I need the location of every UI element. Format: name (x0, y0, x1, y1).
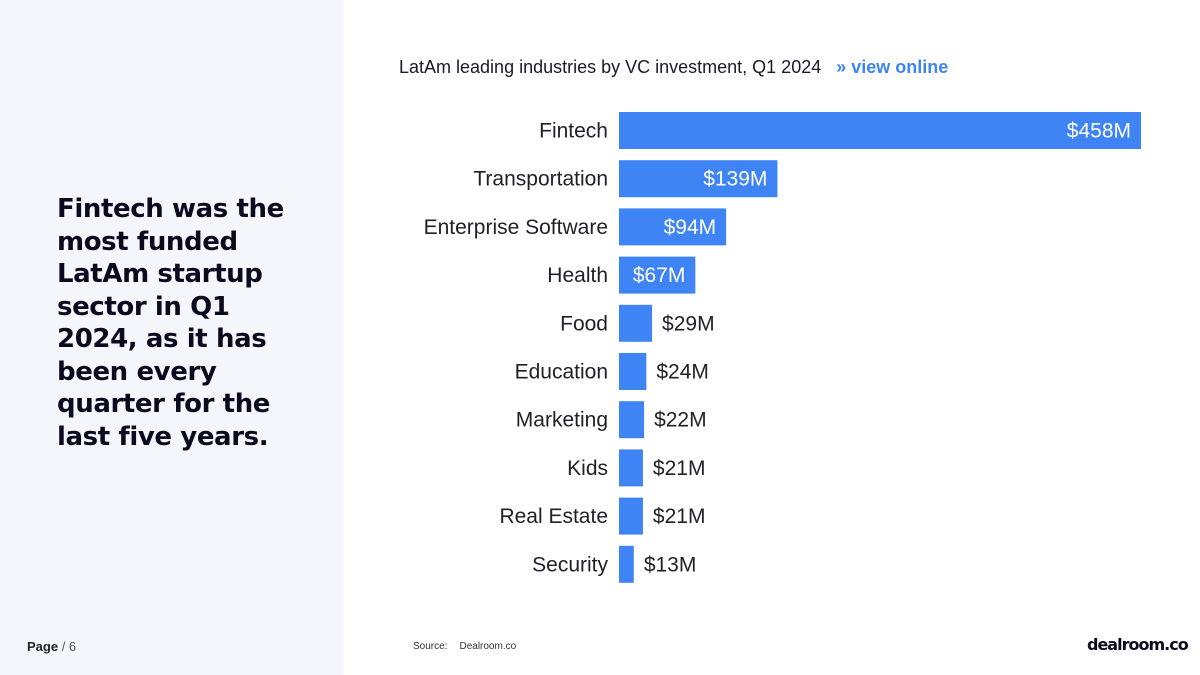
page-number: 6 (68, 639, 77, 654)
bar (619, 304, 653, 342)
value-label: $458M (1067, 120, 1131, 143)
bar (619, 256, 696, 294)
page-indicator: Page / 6 (27, 639, 76, 654)
source-line: Source: Dealroom.co (413, 641, 516, 652)
bar (619, 353, 647, 390)
category-label: Education (515, 361, 608, 384)
bar (619, 112, 1141, 149)
value-label: $24M (656, 361, 709, 384)
bar (619, 545, 634, 583)
value-label: $67M (633, 264, 686, 287)
value-label: $29M (662, 312, 715, 335)
bar (619, 208, 727, 246)
value-label: $139M (703, 168, 767, 191)
bar (619, 449, 643, 487)
value-label: $21M (653, 457, 706, 480)
brand-logo: dealroom.co (1087, 635, 1189, 654)
category-label: Marketing (516, 409, 608, 432)
value-label: $21M (653, 505, 706, 528)
value-label: $13M (644, 553, 697, 576)
view-online-link[interactable]: » view online (836, 57, 949, 77)
chart-title-row: LatAm leading industries by VC investmen… (399, 57, 948, 78)
chart-title: LatAm leading industries by VC investmen… (399, 57, 822, 77)
page-label: Page (27, 639, 59, 654)
value-label: $22M (654, 409, 707, 432)
category-label: Transportation (473, 168, 608, 191)
category-label: Fintech (539, 120, 608, 143)
bar (619, 401, 645, 439)
source-label: Source: (413, 641, 448, 652)
bar (619, 160, 778, 198)
headline: Fintech was the most funded LatAm startu… (57, 194, 284, 452)
value-label: $94M (664, 216, 717, 239)
page-separator: / (58, 639, 69, 654)
category-label: Food (560, 312, 608, 335)
category-label: Kids (567, 457, 608, 480)
category-label: Real Estate (499, 505, 608, 528)
source-value: Dealroom.co (459, 641, 517, 652)
category-label: Health (547, 264, 608, 287)
left-panel: Fintech was the most funded LatAm startu… (0, 0, 343, 675)
category-label: Enterprise Software (424, 216, 608, 239)
category-label: Security (532, 553, 608, 576)
bar (619, 497, 643, 535)
